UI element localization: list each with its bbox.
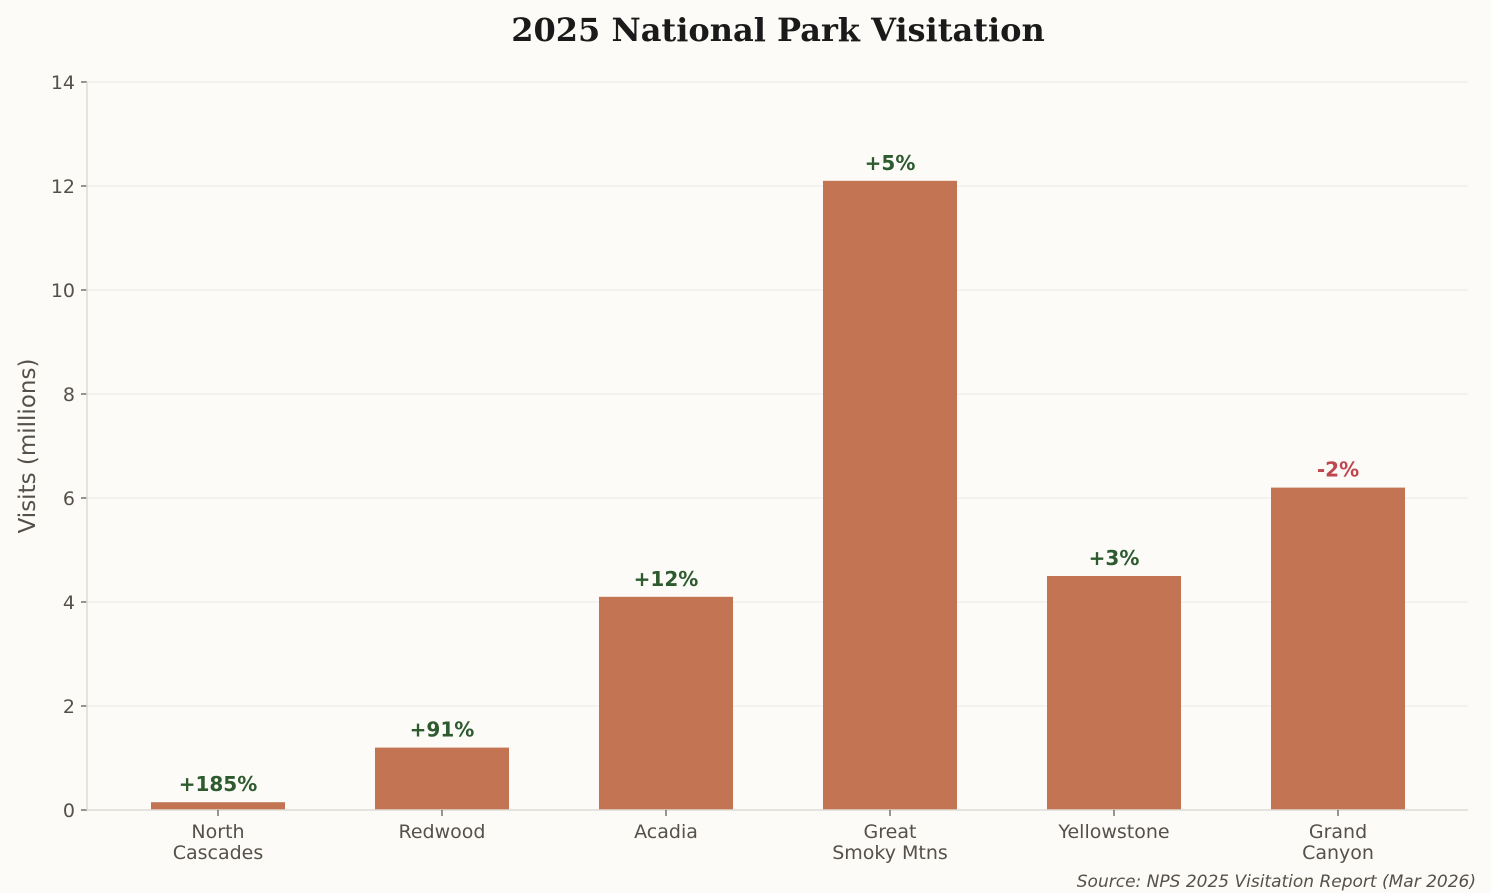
data-label: -2%	[1317, 458, 1359, 482]
source-note: Source: NPS 2025 Visitation Report (Mar …	[1077, 872, 1476, 892]
x-tick-label: Redwood	[399, 821, 486, 843]
x-tick-label: North Cascades	[173, 821, 264, 864]
x-tick-label: Yellowstone	[1057, 821, 1169, 843]
axes: 0 2 4 6 8 10 12 14 North Cascades Redwood Acadia Gre…	[51, 72, 1468, 864]
x-tick-label: Grand Canyon	[1302, 821, 1374, 864]
y-tick-label: 0	[63, 800, 75, 822]
y-tick-label: 2	[63, 696, 75, 718]
data-label: +185%	[179, 772, 258, 796]
data-label: +12%	[634, 567, 699, 591]
data-label: +5%	[865, 151, 916, 175]
y-tick-label: 6	[63, 488, 75, 510]
bars: +185% +91% +12% +5% +3% -2%	[151, 151, 1405, 811]
data-label: +3%	[1089, 546, 1140, 570]
y-axis-label: Visits (millions)	[15, 359, 41, 534]
bar	[151, 802, 285, 810]
bar	[1271, 487, 1405, 810]
x-tick-label: Great Smoky Mtns	[832, 821, 948, 864]
bar	[599, 596, 733, 810]
y-tick-label: 10	[51, 280, 75, 302]
bar	[375, 747, 509, 810]
chart-title: 2025 National Park Visitation	[511, 11, 1045, 49]
y-tick-label: 4	[63, 592, 75, 614]
bar	[823, 180, 957, 811]
y-tick-label: 12	[51, 176, 75, 198]
data-label: +91%	[410, 718, 475, 742]
x-tick-label: Acadia	[634, 821, 698, 843]
y-tick-label: 8	[63, 384, 75, 406]
bar	[1047, 576, 1181, 810]
y-tick-label: 14	[51, 72, 75, 94]
gridlines	[87, 81, 1468, 707]
